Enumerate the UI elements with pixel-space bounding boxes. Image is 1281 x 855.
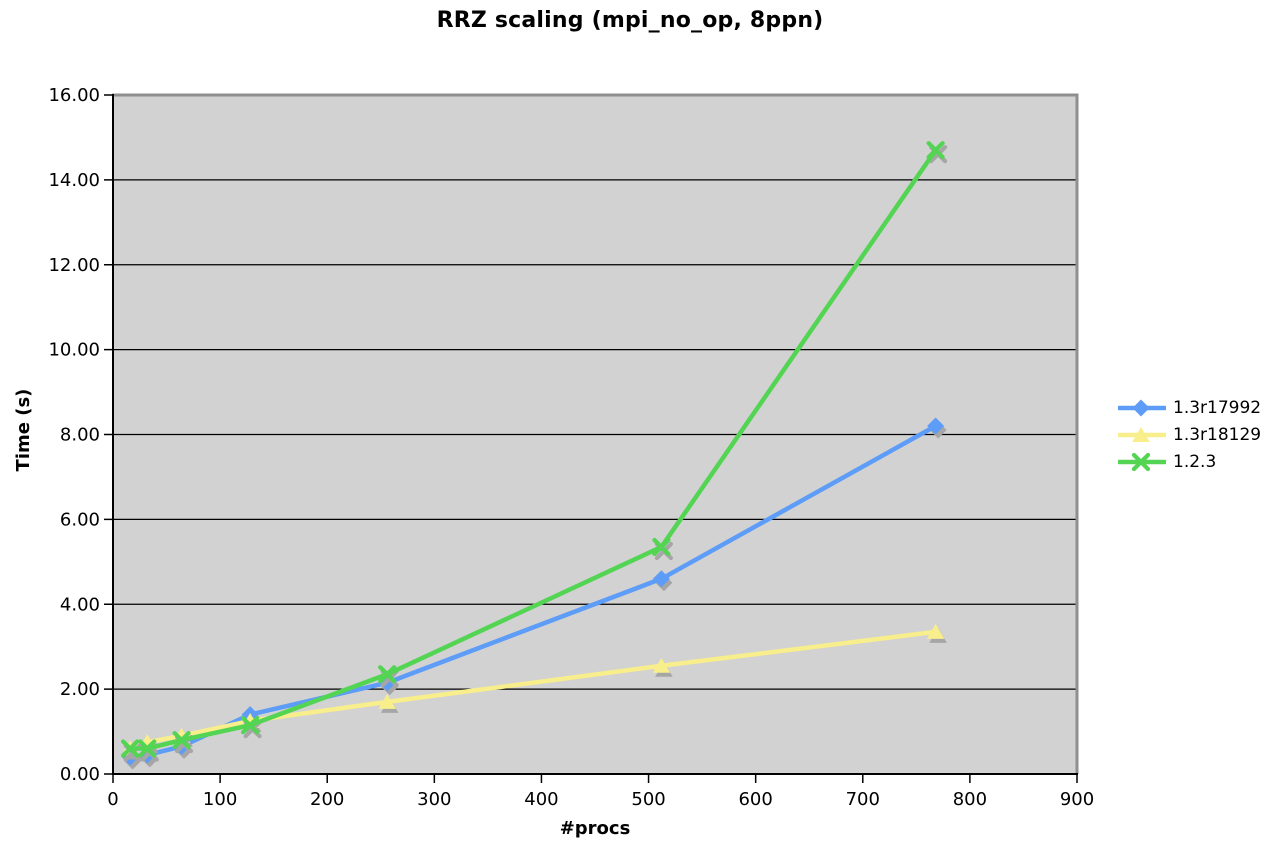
y-tick-label: 8.00 — [60, 425, 100, 446]
x-tick-label: 0 — [107, 789, 118, 810]
legend-line-diamond-icon — [1116, 399, 1168, 417]
x-axis-title: #procs — [559, 818, 631, 839]
y-tick-label: 14.00 — [48, 170, 100, 191]
y-tick-label: 6.00 — [60, 509, 100, 530]
x-axis-ticks — [112, 774, 1078, 783]
y-tick-label: 0.00 — [60, 764, 100, 785]
x-tick-label: 900 — [1060, 789, 1094, 810]
y-tick-label: 4.00 — [60, 594, 100, 615]
y-tick-label: 10.00 — [48, 340, 100, 361]
x-tick-label: 800 — [953, 789, 987, 810]
x-tick-label: 300 — [417, 789, 451, 810]
x-tick-label: 400 — [524, 789, 558, 810]
x-tick-label: 100 — [203, 789, 237, 810]
x-tick-labels: 0 100 200 300 400 500 600 700 800 900 — [107, 789, 1094, 810]
legend-entry: 1.3r17992 — [1116, 398, 1262, 418]
y-axis-ticks — [104, 94, 113, 775]
legend-entry: 1.3r18129 — [1116, 425, 1262, 445]
chart-title: RRZ scaling (mpi_no_op, 8ppn) — [436, 8, 824, 33]
series-1-2-3 — [121, 141, 948, 762]
legend-label: 1.2.3 — [1173, 452, 1217, 472]
legend-line-triangle-icon — [1116, 426, 1168, 444]
x-tick-label: 500 — [631, 789, 665, 810]
y-tick-label: 2.00 — [60, 679, 100, 700]
legend-line-x-icon — [1116, 452, 1168, 472]
legend-label: 1.3r17992 — [1173, 398, 1262, 418]
legend-entry: 1.2.3 — [1116, 452, 1261, 472]
legend-label: 1.3r18129 — [1173, 425, 1262, 445]
x-tick-label: 600 — [738, 789, 772, 810]
y-tick-labels: 0.00 2.00 4.00 6.00 8.00 10.00 12.00 14.00 16.00 — [48, 85, 100, 785]
legend: 1.3r17992 1.3r18129 1.2.3 — [1116, 398, 1262, 480]
x-tick-label: 700 — [846, 789, 880, 810]
x-tick-label: 200 — [310, 789, 344, 810]
y-tick-label: 16.00 — [48, 85, 100, 106]
y-tick-label: 12.00 — [48, 255, 100, 276]
y-axis-title: Time (s) — [13, 388, 34, 472]
